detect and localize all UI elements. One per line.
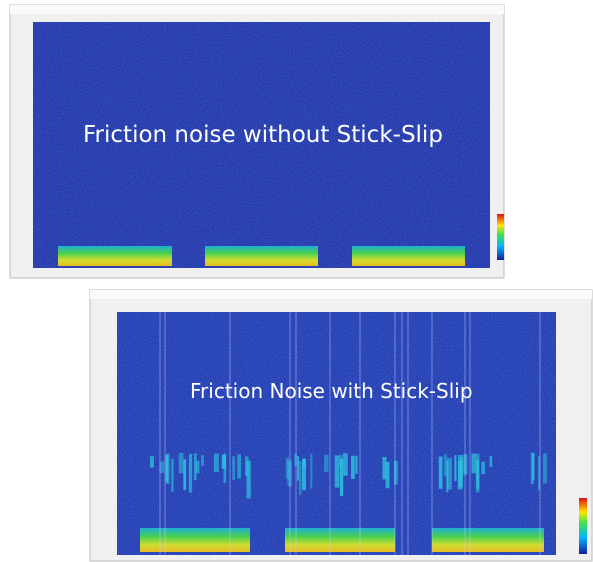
stick-slip-burst: [179, 453, 184, 474]
stick-slip-burst: [481, 462, 485, 474]
stick-slip-burst: [532, 453, 534, 480]
panel-label: Friction Noise with Stick-Slip: [190, 379, 473, 403]
stick-slip-burst: [310, 454, 312, 489]
stick-slip-burst: [324, 455, 328, 472]
energy-band: [58, 246, 172, 266]
stick-slip-burst: [355, 456, 357, 474]
stick-slip-burst: [394, 461, 398, 485]
stick-slip-burst: [490, 456, 493, 467]
energy-band: [285, 528, 395, 552]
stick-slip-burst: [189, 454, 192, 493]
spectrogram-noise: [117, 312, 556, 555]
colorbar: [579, 498, 587, 554]
stick-slip-burst: [171, 459, 173, 492]
stick-slip-burst: [335, 455, 340, 487]
energy-band: [352, 246, 465, 266]
stick-slip-burst: [150, 456, 154, 467]
stick-slip-burst: [196, 461, 200, 473]
stick-slip-burst: [287, 460, 292, 486]
stick-slip-burst: [232, 456, 235, 480]
energy-band: [432, 528, 544, 552]
stick-slip-burst: [201, 455, 204, 466]
stick-slip-burst: [476, 454, 479, 489]
stick-slip-burst: [183, 459, 186, 490]
stick-slip-burst: [299, 461, 302, 495]
stick-slip-burst: [214, 454, 219, 472]
stick-slip-burst: [297, 456, 299, 480]
window-2: Friction Noise with Stick-Slip: [90, 290, 592, 561]
energy-band: [140, 528, 250, 552]
stick-slip-burst: [454, 455, 456, 481]
energy-band: [205, 246, 318, 266]
stick-slip-burst: [340, 459, 343, 496]
window-1: Friction noise without Stick-Slip: [10, 5, 504, 278]
stick-slip-burst: [343, 453, 348, 476]
stick-slip-burst: [543, 454, 547, 484]
stick-slip-burst: [222, 455, 226, 469]
screenshot: Friction noise without Stick-Slip Fricti…: [0, 0, 593, 562]
stick-slip-burst: [439, 457, 443, 489]
page: Friction noise without Stick-Slip Fricti…: [0, 0, 593, 562]
energy-bands: [58, 246, 465, 266]
title-bar: [10, 5, 504, 14]
stick-slip-burst: [351, 456, 355, 479]
stick-slip-burst: [458, 461, 463, 490]
stick-slip-burst: [247, 461, 251, 499]
stick-slip-burst: [303, 458, 305, 468]
panel-label: Friction noise without Stick-Slip: [83, 122, 443, 148]
stick-slip-burst: [386, 462, 390, 488]
stick-slip-burst: [166, 455, 168, 481]
stick-slip-burst: [471, 454, 476, 474]
title-bar: [90, 290, 592, 299]
colorbar: [497, 214, 504, 260]
stick-slip-burst: [294, 454, 297, 466]
stick-slip-burst: [237, 454, 241, 478]
stick-slip-burst: [447, 458, 452, 490]
